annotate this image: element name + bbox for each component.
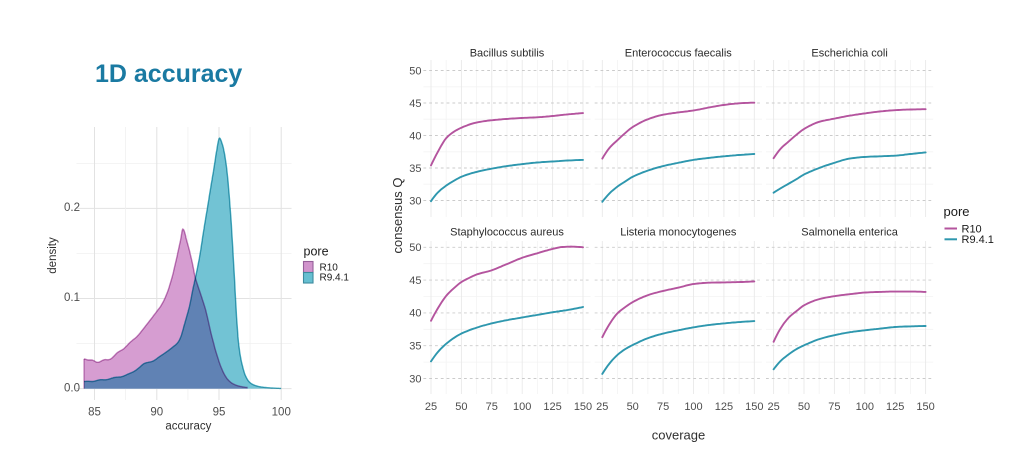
svg-text:125: 125	[543, 401, 561, 413]
svg-text:125: 125	[715, 401, 733, 413]
svg-text:Listeria monocytogenes: Listeria monocytogenes	[620, 226, 737, 238]
svg-text:125: 125	[886, 401, 904, 413]
svg-text:95: 95	[213, 407, 226, 419]
svg-text:150: 150	[574, 401, 592, 413]
svg-text:100: 100	[856, 401, 874, 413]
svg-text:pore: pore	[944, 204, 970, 219]
svg-text:consensus Q: consensus Q	[390, 178, 405, 254]
svg-text:35: 35	[409, 341, 421, 353]
svg-text:40: 40	[409, 130, 421, 142]
svg-text:density: density	[47, 237, 59, 274]
svg-text:Bacillus subtilis: Bacillus subtilis	[470, 48, 545, 60]
svg-text:150: 150	[745, 401, 763, 413]
svg-text:35: 35	[409, 163, 421, 175]
svg-text:75: 75	[828, 401, 840, 413]
svg-text:75: 75	[486, 401, 498, 413]
svg-text:Enterococcus faecalis: Enterococcus faecalis	[625, 48, 732, 60]
svg-text:50: 50	[798, 401, 810, 413]
svg-text:R10: R10	[962, 223, 982, 235]
svg-text:R9.4.1: R9.4.1	[320, 273, 350, 284]
svg-text:150: 150	[916, 401, 934, 413]
svg-text:0.2: 0.2	[64, 202, 80, 214]
svg-text:75: 75	[657, 401, 669, 413]
svg-text:85: 85	[88, 407, 101, 419]
svg-text:100: 100	[513, 401, 531, 413]
svg-text:30: 30	[409, 373, 421, 385]
svg-text:45: 45	[409, 275, 421, 287]
svg-text:25: 25	[767, 401, 779, 413]
svg-text:0.1: 0.1	[64, 292, 80, 304]
svg-text:25: 25	[425, 401, 437, 413]
svg-text:Escherichia coli: Escherichia coli	[811, 48, 887, 60]
svg-text:accuracy: accuracy	[165, 421, 211, 433]
svg-text:50: 50	[409, 65, 421, 77]
svg-text:1D accuracy: 1D accuracy	[95, 60, 242, 88]
svg-text:coverage: coverage	[652, 428, 705, 443]
svg-text:40: 40	[409, 308, 421, 320]
svg-text:R10: R10	[320, 262, 339, 273]
svg-text:45: 45	[409, 98, 421, 110]
svg-text:30: 30	[409, 195, 421, 207]
svg-text:Salmonella enterica: Salmonella enterica	[801, 226, 898, 238]
svg-text:50: 50	[409, 242, 421, 254]
svg-text:100: 100	[684, 401, 702, 413]
svg-text:R9.4.1: R9.4.1	[962, 234, 994, 246]
svg-text:50: 50	[627, 401, 639, 413]
svg-text:Staphylococcus aureus: Staphylococcus aureus	[450, 226, 564, 238]
svg-text:pore: pore	[304, 245, 329, 259]
svg-text:90: 90	[150, 407, 163, 419]
svg-text:100: 100	[272, 407, 291, 419]
svg-text:25: 25	[596, 401, 608, 413]
svg-text:50: 50	[455, 401, 467, 413]
svg-text:0.0: 0.0	[64, 382, 80, 394]
